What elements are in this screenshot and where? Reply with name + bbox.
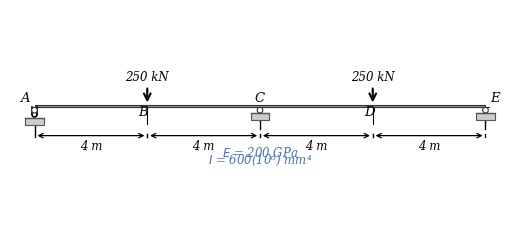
Bar: [251, 113, 269, 120]
Text: $I$ = 600(10⁶) mm⁴: $I$ = 600(10⁶) mm⁴: [208, 153, 312, 168]
Text: 250 kN: 250 kN: [125, 71, 169, 84]
Bar: [476, 113, 495, 120]
Circle shape: [483, 107, 488, 113]
Bar: [34, 105, 486, 107]
Text: 250 kN: 250 kN: [351, 71, 395, 84]
Text: A: A: [20, 92, 30, 105]
Text: 4 m: 4 m: [80, 140, 102, 153]
Text: E: E: [490, 92, 500, 105]
Text: 4 m: 4 m: [305, 140, 328, 153]
Text: 4 m: 4 m: [418, 140, 440, 153]
Text: D: D: [365, 106, 375, 119]
Text: B: B: [138, 106, 148, 119]
Bar: [24, 118, 44, 125]
Text: 4 m: 4 m: [192, 140, 215, 153]
Text: C: C: [255, 92, 265, 105]
Text: $E$ = 200 GPa: $E$ = 200 GPa: [222, 146, 298, 160]
Circle shape: [257, 107, 263, 113]
Circle shape: [32, 107, 37, 113]
